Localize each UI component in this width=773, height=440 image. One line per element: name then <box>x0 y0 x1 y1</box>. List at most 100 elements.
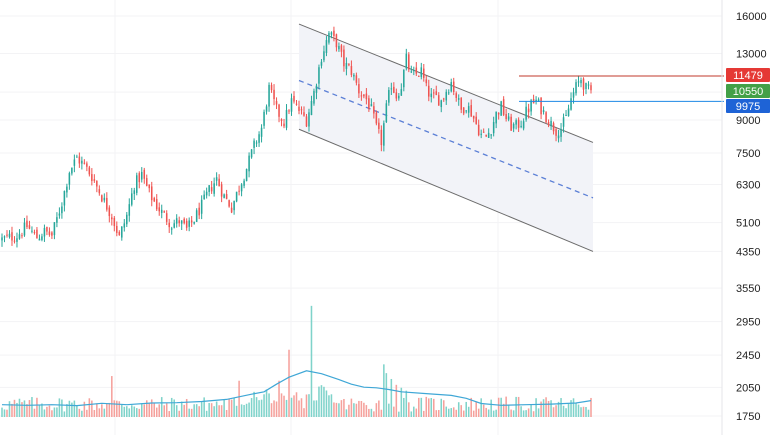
volume-bar <box>527 408 530 417</box>
candle <box>338 42 340 52</box>
candle <box>398 93 400 101</box>
volume-bar <box>428 398 430 417</box>
candle-body <box>255 142 258 144</box>
candle-body <box>76 156 78 158</box>
candle-body <box>398 95 400 99</box>
candle-body <box>380 129 383 146</box>
volume-bar <box>126 406 128 417</box>
candle-body <box>155 199 158 210</box>
candle-body <box>213 183 215 194</box>
candle <box>225 189 228 200</box>
candle <box>492 116 495 137</box>
candle-body <box>220 184 223 197</box>
volume-bar <box>413 406 415 417</box>
candle <box>495 111 497 129</box>
volume-bar <box>28 400 31 417</box>
candle-body <box>56 217 58 223</box>
candle <box>303 106 305 117</box>
volume-bar <box>153 403 156 417</box>
candle-body <box>21 235 23 237</box>
candle-body <box>225 194 228 199</box>
candle <box>235 191 238 203</box>
candle-body <box>285 110 288 128</box>
candle-body <box>455 93 458 98</box>
candle-body <box>88 167 91 175</box>
candle-body <box>320 61 323 66</box>
candle-body <box>300 109 303 111</box>
volume-bar <box>280 393 283 417</box>
volume-bar <box>320 385 323 417</box>
volume-bar <box>73 400 76 417</box>
candle <box>295 99 298 106</box>
candle <box>477 119 480 137</box>
candle-body <box>116 225 118 233</box>
volume-bar <box>133 406 136 417</box>
volume-bar <box>240 404 243 417</box>
candle <box>23 217 26 237</box>
candle <box>135 172 138 196</box>
candle-body <box>268 84 270 107</box>
candle-body <box>96 181 98 187</box>
volume-bar <box>330 394 333 417</box>
volume-bar <box>3 409 6 417</box>
volume-bar <box>165 403 168 417</box>
candle <box>333 26 335 42</box>
channel-lower-line <box>298 128 594 252</box>
candle-body <box>275 101 278 105</box>
candle <box>532 94 535 104</box>
candle-body <box>525 106 527 120</box>
volume-bar <box>303 408 305 417</box>
candle <box>111 213 113 226</box>
volume-bar <box>175 405 178 417</box>
volume-bar <box>577 404 580 417</box>
candle <box>432 89 435 99</box>
candle <box>138 171 141 189</box>
volume-bar <box>408 402 410 417</box>
candle-body <box>577 81 580 83</box>
candle-body <box>103 197 106 201</box>
candle-body <box>500 101 502 116</box>
volume-bar <box>502 403 505 417</box>
volume-bar <box>580 407 582 417</box>
candles <box>1 26 592 248</box>
candle-body <box>507 116 510 120</box>
candle-body <box>235 191 238 202</box>
volume-bar <box>198 406 200 417</box>
volume-bar <box>88 398 91 417</box>
volume-bar <box>66 404 68 417</box>
candle <box>33 229 36 235</box>
volume-bar <box>560 398 562 417</box>
candle <box>195 208 198 222</box>
volume-bar <box>108 402 111 417</box>
candle-body <box>280 119 283 121</box>
candle <box>93 174 96 183</box>
candle <box>480 129 482 139</box>
volume-bars <box>1 305 592 417</box>
candle <box>180 220 183 231</box>
volume-bar <box>358 400 360 417</box>
candle-body <box>6 234 8 236</box>
volume-bar <box>395 384 398 417</box>
candle <box>280 118 283 127</box>
candle-body <box>393 86 395 93</box>
volume-bar <box>128 408 131 417</box>
candle-body <box>522 121 525 129</box>
price-axis-tick-label: 1750 <box>736 411 760 423</box>
volume-bar <box>145 400 148 417</box>
candle-body <box>71 167 73 174</box>
price-axis-tick-label: 7500 <box>736 148 760 160</box>
candle-body <box>240 184 243 192</box>
candle-body <box>420 67 423 78</box>
candle <box>373 102 375 119</box>
candle <box>58 207 61 219</box>
volume-bar <box>113 400 116 417</box>
volume-bar <box>288 349 290 417</box>
candle-body <box>570 98 572 110</box>
candle-body <box>413 70 415 72</box>
volume-bar <box>467 406 470 417</box>
candle-body <box>185 220 188 228</box>
candle <box>175 214 178 228</box>
candle-body <box>160 209 163 213</box>
volume-bar <box>318 386 320 417</box>
volume-bar <box>480 398 482 417</box>
